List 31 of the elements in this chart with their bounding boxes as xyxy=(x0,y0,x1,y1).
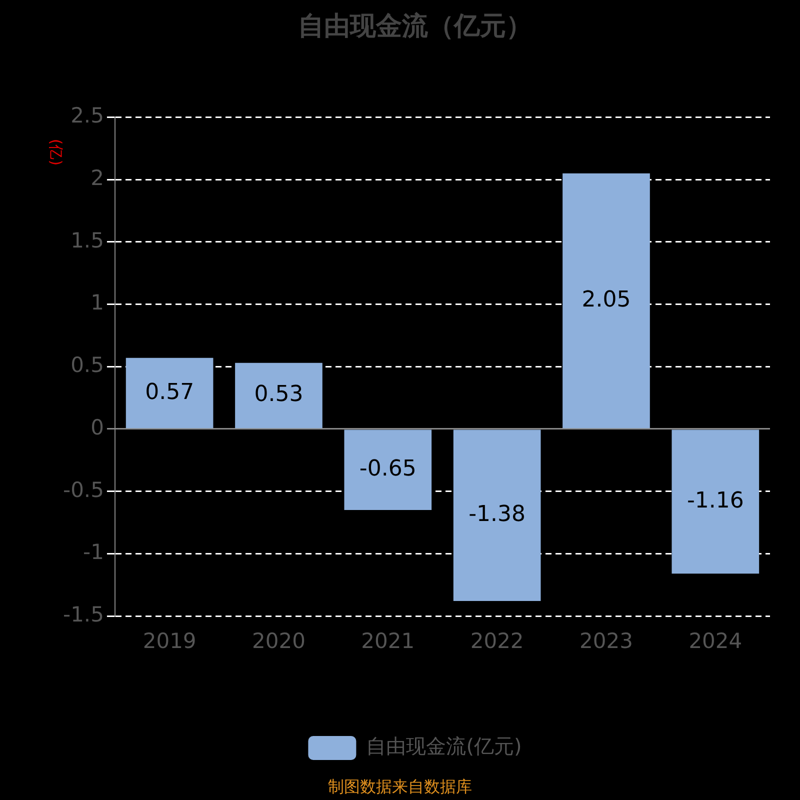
data-label: 0.53 xyxy=(254,382,304,408)
data-label: -1.16 xyxy=(686,488,744,514)
y-axis-title: (亿) xyxy=(47,138,66,166)
bar xyxy=(344,430,432,510)
bar xyxy=(235,362,322,428)
x-tick-label: 2023 xyxy=(580,629,633,654)
y-tick-label: -1.5 xyxy=(62,602,104,626)
x-tick-label: 2019 xyxy=(142,629,196,654)
x-tick-label: 2020 xyxy=(252,629,306,654)
legend-label: 自由现金流(亿元) xyxy=(366,734,522,758)
text: 制图数据来自数据库 xyxy=(328,777,472,796)
bar xyxy=(126,358,214,428)
y-tick-label: -0.5 xyxy=(62,478,104,502)
y-tick-label: 2 xyxy=(90,166,104,190)
y-tick-label: 0.5 xyxy=(70,353,104,378)
bar xyxy=(562,173,650,428)
y-tick-label: 1 xyxy=(90,290,104,315)
chart-title: 自由现金流（亿元） xyxy=(298,11,532,42)
x-tick-label: 2021 xyxy=(361,629,415,654)
y-tick-label: 2.5 xyxy=(70,104,104,128)
data-label: 0.57 xyxy=(145,380,194,405)
bar xyxy=(672,430,760,574)
x-tick-label: 2024 xyxy=(688,629,742,654)
y-tick-label: 1.5 xyxy=(70,228,104,252)
data-label: 2.05 xyxy=(582,287,631,312)
data-label: -0.65 xyxy=(359,456,416,482)
data-label: -1.38 xyxy=(468,502,526,528)
y-tick-label: 0 xyxy=(90,415,104,440)
x-tick-label: 2022 xyxy=(470,629,524,654)
bar xyxy=(453,430,541,602)
y-tick-label: -1 xyxy=(83,540,104,564)
